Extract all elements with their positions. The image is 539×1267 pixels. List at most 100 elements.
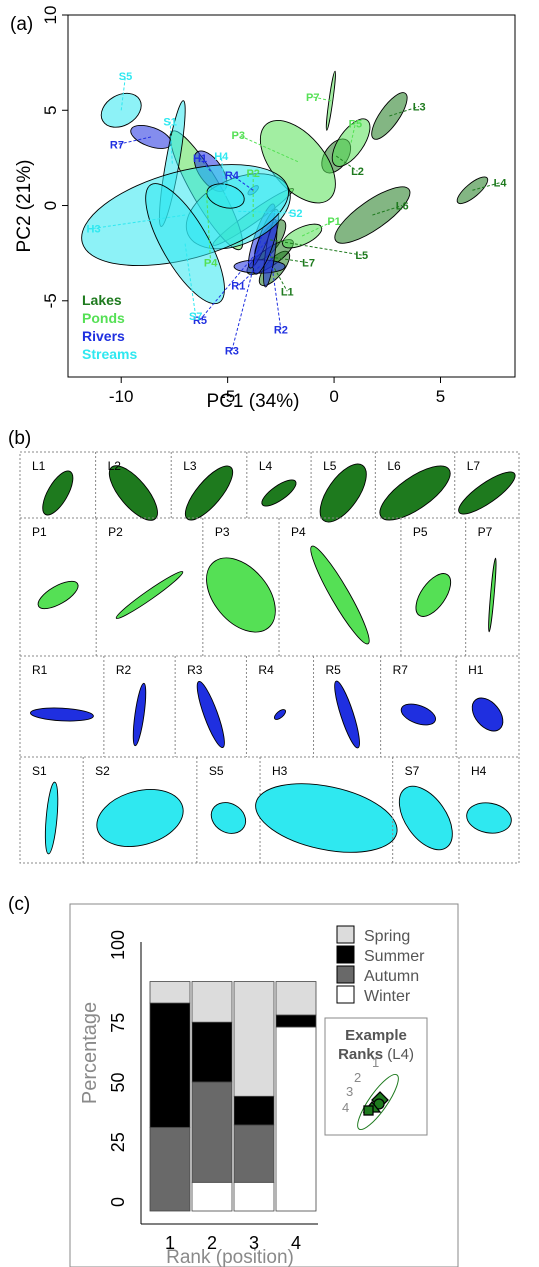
bar-2-autumn — [191, 1081, 233, 1183]
ellipse-group-a — [81, 70, 489, 305]
x-tick-label-5: 5 — [436, 387, 445, 406]
plot-frame-c — [69, 903, 459, 1267]
legend-item-rivers: Rivers — [82, 328, 125, 344]
ellipse-label-l6: L6 — [396, 201, 409, 213]
legend-label-spring: Spring — [364, 928, 410, 945]
cell-ellipse-p4 — [310, 545, 370, 645]
leader-s2 — [238, 210, 296, 214]
stacked-bars-c — [149, 981, 317, 1212]
leader-p5 — [350, 123, 356, 143]
y-tick-label-c-25: 25 — [108, 1132, 128, 1152]
cell-ellipse-h4 — [466, 802, 512, 834]
cell-label-p7: P7 — [478, 525, 493, 539]
legend-swatch-winter — [336, 985, 355, 1004]
panel-a: (a) L1 L2 L3 L4 L5 L6 L7 P1 P2 P3 P4 P5 P7 R1 R2 R3 R4 R5… — [10, 6, 516, 412]
y-axis-label-c: Percentage — [79, 1002, 101, 1104]
axes-c: 0 25 50 75 100 1 2 3 4 — [108, 930, 318, 1253]
legend-item-lakes: Lakes — [82, 292, 122, 308]
leader-h1 — [199, 157, 212, 172]
leader-h4 — [220, 155, 227, 197]
cell-ellipse-p1 — [37, 580, 79, 610]
bar-2-summer — [191, 1021, 233, 1083]
panel-b: (b) L1 L2 L3 L4 L5 L6 L7 P1 P2 P3 P4 P5 P7 R1 R2 R3 R4 R5… — [8, 428, 520, 864]
cell-label-p4: P4 — [291, 525, 306, 539]
legend-item-streams: Streams — [82, 346, 137, 362]
cell-ellipse-s5 — [210, 802, 247, 834]
cell-ellipse-r3 — [196, 680, 225, 749]
inset-title-ranks: Ranks — [338, 1046, 383, 1063]
cell-ellipse-p5 — [415, 573, 452, 617]
legend-c: Spring Summer Autumn Winter — [336, 925, 425, 1005]
grid-frame-b — [19, 451, 520, 864]
cell-label-s1: S1 — [32, 764, 47, 778]
bar-2-winter — [191, 1181, 233, 1212]
cell-label-r2: R2 — [116, 663, 132, 677]
cell-label-p1: P1 — [32, 525, 47, 539]
ellipse-label-r2: R2 — [274, 324, 288, 336]
cell-ellipse-h1 — [471, 697, 504, 732]
y-tick-label-c-100: 100 — [108, 930, 128, 960]
ellipse-grid-b: L1 L2 L3 L4 L5 L6 L7 P1 P2 P3 P4 P5 P7 R1 R2 R3 R4 R5 R7 H1… — [19, 451, 520, 864]
cell-ellipse-l1 — [42, 470, 74, 516]
x-tick-label-0: 0 — [329, 387, 338, 406]
cell-label-l6: L6 — [387, 459, 401, 473]
cell-ellipse-p3 — [206, 557, 276, 633]
ellipse-label-h4: H4 — [214, 151, 229, 163]
cell-label-l5: L5 — [323, 459, 337, 473]
x-tick-label--5: -5 — [220, 387, 235, 406]
cell-ellipse-l6 — [379, 465, 451, 521]
bar-4-summer — [275, 1014, 317, 1028]
legend-label-autumn: Autumn — [364, 968, 419, 985]
legend-swatch-spring — [336, 925, 355, 944]
legend-label-summer: Summer — [364, 948, 425, 965]
leader-lines-a — [93, 75, 501, 351]
ellipse-label-l2: L2 — [351, 166, 364, 178]
ellipse-label-s5: S5 — [119, 71, 132, 83]
bar-3-autumn — [233, 1124, 275, 1183]
plot-frame-a — [67, 14, 516, 378]
x-tick-label-c-3: 3 — [249, 1233, 259, 1253]
inset-rank-4: 4 — [342, 1100, 349, 1115]
x-axis-label-c: Rank (position) — [166, 1247, 294, 1267]
cell-label-l4: L4 — [259, 459, 273, 473]
ellipse-label-p1: P1 — [327, 216, 340, 228]
ellipse-label-l7: L7 — [302, 258, 315, 270]
y-tick-label--5: -5 — [41, 293, 60, 308]
leader-p1 — [301, 220, 335, 237]
y-tick-label-0: 0 — [41, 201, 60, 210]
ellipse-label-l5: L5 — [355, 250, 368, 262]
ellipse-label-h1: H1 — [193, 153, 207, 165]
y-tick-label-10: 10 — [41, 6, 60, 25]
ellipse-label-l1: L1 — [281, 286, 294, 298]
bar-3-winter — [233, 1181, 275, 1212]
cell-ellipse-p7 — [488, 557, 497, 633]
leader-s1 — [169, 121, 173, 164]
inset-marker-rank-4 — [363, 1105, 374, 1116]
ellipse-label-r5: R5 — [193, 315, 207, 327]
cell-label-h1: H1 — [468, 663, 484, 677]
inset-rank-2: 2 — [354, 1070, 361, 1085]
leader-r3 — [231, 235, 263, 351]
cell-ellipse-r7 — [400, 703, 437, 726]
bar-1-autumn — [149, 1126, 191, 1212]
inset-title-line1: Example — [345, 1027, 407, 1044]
cell-ellipse-r4 — [273, 709, 286, 720]
leader-h3 — [93, 214, 186, 229]
cell-ellipse-r2 — [132, 682, 147, 747]
leader-p7 — [312, 96, 331, 102]
y-axis-label-a: PC2 (21%) — [14, 160, 35, 253]
cell-ellipse-l3 — [184, 465, 234, 521]
bar-4-winter — [275, 1026, 317, 1212]
cell-label-s7: S7 — [405, 764, 420, 778]
cell-label-s5: S5 — [209, 764, 224, 778]
inset-title-l4: (L4) — [383, 1046, 414, 1063]
panel-label-c: (c) — [8, 894, 30, 915]
x-tick-label--10: -10 — [109, 387, 134, 406]
ellipse-label-s2: S2 — [289, 208, 302, 220]
cell-label-l7: L7 — [467, 459, 481, 473]
cell-label-h4: H4 — [471, 764, 487, 778]
leader-p3 — [238, 134, 299, 163]
leader-p4 — [205, 190, 212, 263]
cell-ellipse-l4 — [261, 479, 297, 507]
